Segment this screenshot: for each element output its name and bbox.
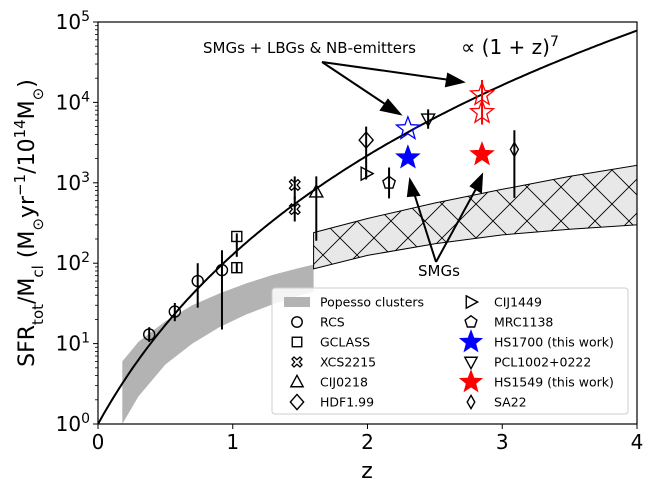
- arrow-head-red-star: [469, 172, 484, 194]
- point-cij1449: [360, 165, 375, 182]
- popesso-band: [122, 264, 314, 424]
- legend-label-pcl1002-0222: PCL1002+0222: [494, 355, 591, 370]
- legend-box: [271, 287, 629, 415]
- point-hs1549-this-work: [468, 98, 496, 124]
- y-tick-label: 103: [56, 170, 90, 195]
- arrow-to-hs1700: [321, 61, 389, 107]
- legend-marker-mrc1138: [464, 314, 478, 328]
- point-xcs2215: [288, 202, 301, 216]
- legend-marker-hs1549-this-work: [458, 369, 484, 393]
- smgs-annotation: SMGs: [418, 262, 460, 280]
- point-hs1700-this-work: [394, 114, 422, 141]
- y-tick-label: 101: [56, 331, 90, 356]
- arrow-to-blue-star: [413, 192, 437, 263]
- x-tick-label: 4: [631, 430, 644, 454]
- arrow-head-hs1549: [444, 72, 466, 88]
- point-hdf1-99: [358, 131, 375, 150]
- arrow-to-red-star: [435, 186, 478, 263]
- legend-label-gclass: GCLASS: [320, 335, 370, 350]
- y-tick-label: 100: [56, 411, 90, 436]
- y-tick-label: 105: [56, 9, 90, 34]
- legend-marker-xcs2215: [291, 356, 303, 368]
- point-mrc1138: [382, 175, 397, 189]
- curve-annotation: ∝ (1 + z)7: [461, 34, 559, 59]
- x-axis-title: z: [361, 459, 373, 481]
- model-curve-line: [98, 29, 637, 424]
- point-rcs: [191, 274, 204, 288]
- y-tick-label: 102: [56, 250, 90, 275]
- legend-marker-hdf1-99: [289, 393, 305, 411]
- point-hs1700-this-work: [395, 144, 421, 169]
- legend-label-sa22: SA22: [494, 395, 527, 410]
- top-annotation: SMGs + LBGs & NB-emitters: [203, 39, 416, 57]
- legend-marker-rcs: [291, 316, 303, 328]
- x-tick-label: 2: [361, 430, 374, 454]
- legend: Popesso clusters RCS GCLASS XCS2215 CIJ0218 H…: [271, 287, 629, 415]
- arrow-to-hs1549: [321, 61, 451, 81]
- point-cij0218: [308, 183, 324, 198]
- y-axis-title: SFRtot/Mcl (M⊙yr−1/1014M⊙): [11, 79, 47, 367]
- legend-marker-sa22: [466, 393, 476, 411]
- legend-label-rcs: RCS: [320, 315, 345, 330]
- arrow-head-blue-star: [406, 177, 421, 198]
- hatched-band: [313, 164, 637, 270]
- x-axis: 0 1 2 3 4: [92, 424, 644, 454]
- legend-label-cij0218: CIJ0218: [320, 375, 368, 390]
- plot-area: [97, 21, 638, 425]
- y-tick-label: 104: [56, 89, 90, 114]
- legend-label-hdf1-99: HDF1.99: [320, 395, 374, 410]
- annotations: SMGs + LBGs & NB-emitters ∝ (1 + z)7 SMG…: [203, 34, 559, 280]
- legend-marker-gclass: [291, 336, 303, 348]
- legend-label-cij1449: CIJ1449: [494, 295, 542, 310]
- legend-marker-popesso-clusters: [284, 297, 310, 307]
- arrow-head-hs1700: [379, 98, 403, 116]
- legend-label-hs1700-this-work: HS1700 (this work): [494, 335, 614, 350]
- x-tick-label: 0: [92, 430, 105, 454]
- point-rcs: [143, 328, 156, 341]
- legend-marker-cij0218: [289, 373, 305, 388]
- point-gclass: [231, 261, 243, 274]
- point-rcs: [168, 305, 182, 318]
- legend-label-mrc1138: MRC1138: [494, 315, 553, 330]
- legend-label-hs1549-this-work: HS1549 (this work): [494, 375, 614, 390]
- y-axis: 100 101 102 103 104 105: [56, 9, 98, 436]
- point-xcs2215: [288, 178, 301, 192]
- legend-marker-cij1449: [465, 294, 480, 310]
- point-rcs: [215, 263, 229, 277]
- point-gclass: [231, 230, 243, 243]
- point-hs1549-this-work: [469, 141, 495, 166]
- legend-marker-hs1700-this-work: [458, 329, 484, 353]
- x-tick-label: 1: [226, 430, 239, 454]
- legend-label-popesso-clusters: Popesso clusters: [320, 295, 424, 310]
- point-pcl1002-0222: [420, 113, 436, 128]
- point-sa22: [509, 141, 520, 158]
- legend-label-xcs2215: XCS2215: [320, 355, 376, 370]
- legend-marker-pcl1002-0222: [463, 356, 479, 371]
- x-tick-label: 3: [496, 430, 509, 454]
